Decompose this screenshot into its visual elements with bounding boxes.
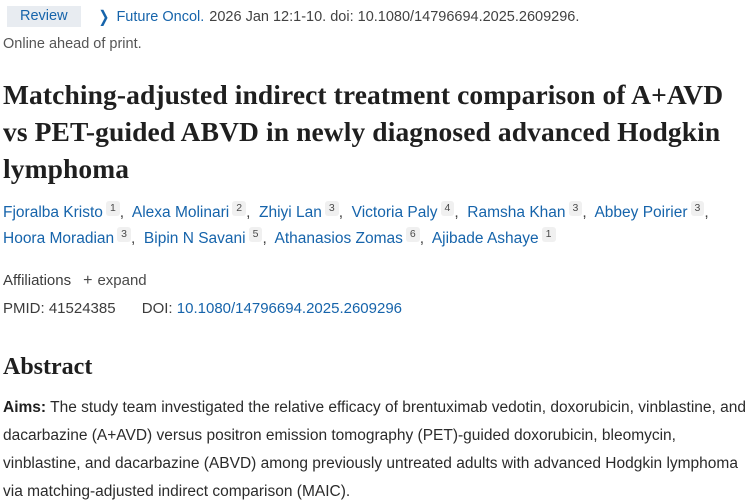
author-affiliation-number[interactable]: 3 [568,200,583,216]
abstract-heading: Abstract [3,353,93,380]
doi-label: DOI: [141,299,173,317]
doi-group: DOI: 10.1080/14796694.2025.2609296 [142,300,402,317]
author-item: Hoora Moradian 3 [3,227,131,248]
aims-label: Aims: [3,398,47,416]
chevron-right-icon: ❯ [98,6,110,26]
author-affiliation-number[interactable]: 4 [440,200,455,216]
author-affiliation-number[interactable]: 3 [690,200,705,216]
author-link[interactable]: Alexa Molinari [131,203,230,221]
author-link[interactable]: Bipin N Savani [143,230,246,248]
author-item: Abbey Poirier 3 [594,200,705,221]
author-affiliation-number[interactable]: 6 [405,227,420,243]
expand-label: expand [97,272,147,290]
author-link[interactable]: Ramsha Khan [467,203,566,221]
pmid-value: 41524385 [48,299,116,317]
identifiers-row: PMID: 41524385 DOI: 10.1080/14796694.202… [3,300,746,317]
author-affiliation-number[interactable]: 3 [117,227,131,243]
author-item: Alexa Molinari 2 [131,200,247,221]
citation-header: Review ❯ Future Oncol. 2026 Jan 12:1-10.… [3,4,746,27]
page-title: Matching-adjusted indirect treatment com… [3,79,724,184]
citation-text: 2026 Jan 12:1-10. doi: 10.1080/14796694.… [209,8,580,25]
author-affiliation-number[interactable]: 2 [232,200,247,216]
journal-link[interactable]: Future Oncol. [116,8,205,25]
author-item: Victoria Paly 4 [351,200,455,221]
author-link[interactable]: Hoora Moradian [3,230,115,248]
affiliations-row: Affiliations + expand [3,272,746,290]
author-item: Zhiyi Lan 3 [258,200,339,221]
author-affiliation-number[interactable]: 3 [324,200,339,216]
author-link[interactable]: Victoria Paly [351,203,438,221]
author-link[interactable]: Abbey Poirier [594,203,688,221]
pmid-label: PMID: [3,299,45,317]
online-ahead-of-print-label: Online ahead of print. [3,36,142,52]
author-link[interactable]: Fjoralba Kristo [3,203,103,221]
author-item: Fjoralba Kristo 1 [3,200,120,221]
author-affiliation-number[interactable]: 1 [541,227,556,243]
author-link[interactable]: Athanasios Zomas [274,230,403,248]
author-item: Bipin N Savani 5 [143,227,263,248]
plus-icon: + [83,271,93,289]
author-link[interactable]: Zhiyi Lan [258,203,322,221]
publication-type-badge: Review [7,6,81,27]
author-affiliation-number[interactable]: 1 [105,200,120,216]
author-item: Ramsha Khan 3 [467,200,583,221]
abstract-paragraph: Aims: The study team investigated the re… [3,394,746,500]
author-affiliation-number[interactable]: 5 [248,227,263,243]
affiliations-label: Affiliations [3,272,72,290]
doi-link[interactable]: 10.1080/14796694.2025.2609296 [176,299,403,317]
authors-list: Fjoralba Kristo 1, Alexa Molinari 2, Zhiyi… [3,200,713,248]
expand-affiliations-button[interactable]: + expand [83,272,147,290]
aims-text: The study team investigated the relative… [3,398,746,500]
author-item: Ajibade Ashaye 1 [431,227,556,248]
author-link[interactable]: Ajibade Ashaye [431,230,539,248]
author-item: Athanasios Zomas 6 [274,227,420,248]
